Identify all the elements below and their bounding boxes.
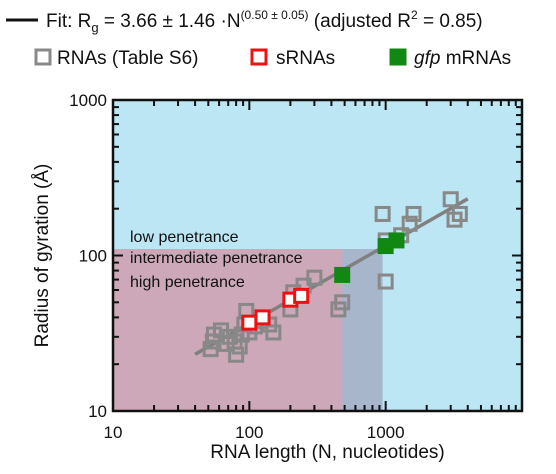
rna-point: [228, 346, 245, 363]
legend-srna-marker: [250, 48, 268, 66]
x-tick-label: 100: [235, 423, 263, 442]
srna-point: [293, 287, 310, 304]
legend-fit-equation: Fit: Rg = 3.66 ± 1.46 ·N(0.50 ± 0.05) (a…: [46, 8, 483, 35]
region-label-high: high penetrance: [130, 274, 245, 291]
srna-point: [241, 314, 258, 331]
region-label-low: low penetrance: [130, 229, 239, 246]
legend-fit-sub: g: [91, 20, 98, 35]
rna-point: [334, 294, 351, 311]
rna-point: [405, 205, 422, 222]
rna-point: [265, 324, 282, 341]
legend-fit-suffix-b: = 0.85): [418, 11, 483, 32]
region-label-intermediate: intermediate penetrance: [130, 250, 303, 267]
gfp-mrna-point: [334, 266, 351, 283]
x-tick-label: 10: [104, 423, 123, 442]
region-labels: low penetrance intermediate penetrance hig…: [130, 229, 303, 291]
rna-point: [306, 269, 323, 286]
legend-fit-mid: = 3.66 ± 1.46 ·N: [99, 11, 241, 32]
legend-rna-marker: [34, 48, 52, 66]
x-tick-label: 1000: [367, 423, 405, 442]
gfp-mrna-point: [388, 232, 405, 249]
y-tick-label: 1000: [69, 91, 107, 110]
rna-point: [451, 205, 468, 222]
y-tick-label: 100: [79, 247, 107, 266]
y-tick-label: 10: [88, 402, 107, 421]
rna-point: [374, 205, 391, 222]
legend-gfp-italic: gfp: [414, 48, 440, 69]
legend: Fit: Rg = 3.66 ± 1.46 ·N(0.50 ± 0.05) (a…: [6, 8, 511, 69]
rna-point: [401, 215, 418, 232]
legend-gfp-rest: mRNAs: [440, 48, 511, 69]
data-points: [202, 191, 468, 363]
legend-gfp-marker: [389, 48, 407, 66]
legend-fit-exp: (0.50 ± 0.05): [241, 8, 309, 22]
y-axis-title: Radius of gyration (Å): [32, 164, 53, 348]
legend-fit-suffix-a: (adjusted R: [309, 11, 411, 32]
legend-rna-label: RNAs (Table S6): [57, 48, 199, 69]
rna-point: [377, 273, 394, 290]
legend-srna-label: sRNAs: [276, 48, 335, 69]
legend-fit-r2-sup: 2: [411, 8, 418, 22]
legend-gfp-label: gfp mRNAs: [414, 48, 511, 69]
rna-point: [442, 191, 459, 208]
legend-fit-prefix: Fit: R: [46, 11, 91, 32]
x-axis-title: RNA length (N, nucleotides): [210, 442, 444, 463]
srna-point: [254, 309, 271, 326]
penetrance-regions: [113, 100, 522, 411]
